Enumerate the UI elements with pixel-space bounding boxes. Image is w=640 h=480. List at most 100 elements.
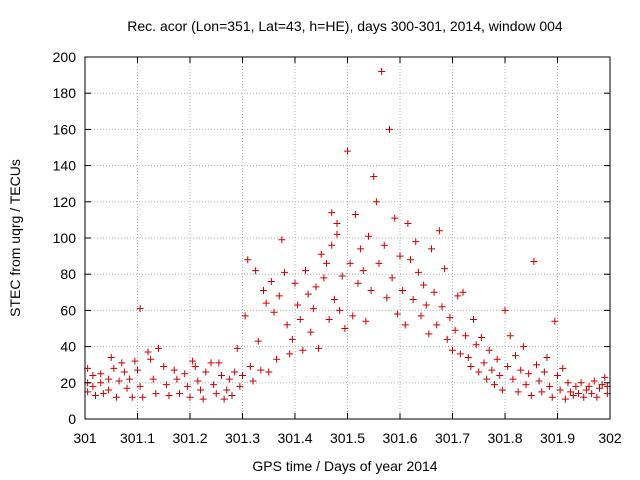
data-point-marker bbox=[493, 355, 501, 363]
data-point-marker bbox=[128, 393, 136, 401]
data-point-marker bbox=[181, 370, 189, 378]
data-point-marker bbox=[488, 366, 496, 374]
y-tick-labels: 0 20 40 60 80 100 120 140 160 180 200 bbox=[53, 49, 77, 427]
data-point-marker bbox=[328, 209, 336, 217]
data-point-marker bbox=[170, 366, 178, 374]
data-point-marker bbox=[346, 259, 354, 267]
data-point-marker bbox=[367, 286, 375, 294]
data-point-marker bbox=[470, 315, 477, 323]
x-tick-labels: 301 301.1 301.2 301.3 301.4 301.5 301.6 301.7 30… bbox=[73, 430, 622, 446]
data-point-marker bbox=[391, 214, 399, 222]
x-tick-label: 301.1 bbox=[120, 430, 155, 446]
y-tick-label: 120 bbox=[53, 194, 77, 210]
data-point-marker bbox=[359, 267, 367, 275]
data-point-marker bbox=[564, 379, 572, 387]
data-point-marker bbox=[559, 364, 567, 372]
data-point-marker bbox=[533, 361, 540, 369]
data-point-marker bbox=[244, 256, 252, 264]
data-point-marker bbox=[504, 363, 512, 371]
data-point-marker bbox=[414, 268, 422, 276]
chart-title: Rec. acor (Lon=351, Lat=43, h=HE), days … bbox=[127, 18, 563, 34]
data-point-marker bbox=[296, 315, 304, 323]
data-point-marker bbox=[328, 241, 336, 249]
data-point-marker bbox=[498, 386, 506, 394]
data-point-marker bbox=[239, 372, 246, 380]
x-tick-label: 301.5 bbox=[330, 430, 365, 446]
data-point-marker bbox=[283, 321, 291, 329]
data-point-marker bbox=[501, 306, 509, 314]
data-point-marker bbox=[136, 382, 144, 390]
data-point-marker bbox=[543, 353, 551, 361]
data-point-marker bbox=[191, 363, 199, 371]
data-point-marker bbox=[341, 325, 349, 332]
data-point-marker bbox=[273, 355, 281, 363]
axis-ticks bbox=[84, 56, 611, 420]
y-tick-label: 200 bbox=[53, 49, 77, 65]
data-point-marker bbox=[514, 388, 522, 396]
data-point-marker bbox=[375, 259, 383, 267]
data-point-marker bbox=[459, 288, 467, 296]
data-point-marker bbox=[123, 384, 131, 392]
data-point-marker bbox=[330, 296, 338, 304]
data-point-marker bbox=[110, 364, 118, 372]
data-point-marker bbox=[202, 368, 210, 376]
data-point-marker bbox=[336, 306, 344, 314]
data-point-marker bbox=[107, 353, 115, 361]
data-point-marker bbox=[386, 125, 393, 133]
data-point-marker bbox=[134, 366, 141, 374]
data-point-marker bbox=[449, 346, 456, 354]
data-point-marker bbox=[126, 375, 134, 383]
data-point-marker bbox=[241, 312, 249, 320]
data-point-marker bbox=[155, 344, 162, 352]
data-point-marker bbox=[162, 381, 170, 389]
x-tick-label: 301.9 bbox=[540, 430, 575, 446]
y-tick-label: 0 bbox=[68, 411, 76, 427]
data-point-marker bbox=[569, 391, 577, 399]
data-point-marker bbox=[333, 230, 341, 238]
x-axis-label: GPS time / Days of year 2014 bbox=[252, 458, 437, 474]
data-point-marker bbox=[443, 335, 451, 343]
data-point-marker bbox=[262, 299, 270, 307]
data-point-marker bbox=[483, 375, 491, 383]
data-point-marker bbox=[409, 296, 417, 304]
data-point-marker bbox=[228, 391, 236, 399]
data-point-marker bbox=[538, 388, 546, 396]
y-tick-label: 40 bbox=[60, 339, 76, 355]
data-point-marker bbox=[472, 341, 480, 349]
y-axis-label: STEC from uqrg / TECUs bbox=[7, 159, 23, 317]
data-point-marker bbox=[307, 328, 315, 336]
data-point-marker bbox=[231, 368, 239, 376]
data-point-marker bbox=[267, 277, 275, 285]
data-point-marker bbox=[554, 372, 561, 380]
data-point-marker bbox=[485, 346, 493, 354]
data-point-marker bbox=[401, 321, 409, 329]
data-point-marker bbox=[265, 368, 273, 376]
data-point-marker bbox=[249, 377, 257, 385]
data-point-marker bbox=[92, 391, 99, 399]
x-tick-label: 301 bbox=[73, 430, 97, 446]
data-point-marker bbox=[270, 308, 278, 316]
y-tick-label: 100 bbox=[53, 230, 77, 246]
data-point-marker bbox=[105, 386, 113, 394]
data-point-marker bbox=[525, 370, 533, 378]
data-point-marker bbox=[351, 210, 359, 218]
data-point-marker bbox=[294, 301, 302, 309]
data-point-marker bbox=[218, 372, 225, 380]
data-point-marker bbox=[207, 359, 215, 367]
data-point-marker bbox=[540, 368, 548, 376]
x-tick-label: 301.4 bbox=[277, 430, 312, 446]
data-point-marker bbox=[433, 321, 441, 329]
data-point-marker bbox=[115, 377, 123, 385]
data-point-marker bbox=[435, 227, 443, 235]
data-point-marker bbox=[246, 363, 254, 371]
data-point-marker bbox=[580, 393, 588, 401]
data-point-marker bbox=[291, 279, 299, 287]
x-tick-label: 301.7 bbox=[435, 430, 470, 446]
data-point-marker bbox=[462, 332, 470, 340]
data-point-marker bbox=[365, 232, 372, 240]
data-point-marker bbox=[189, 357, 197, 365]
y-tick-label: 80 bbox=[60, 266, 76, 282]
data-point-marker bbox=[147, 355, 155, 363]
data-point-marker bbox=[120, 368, 128, 376]
data-point-marker bbox=[430, 288, 438, 296]
